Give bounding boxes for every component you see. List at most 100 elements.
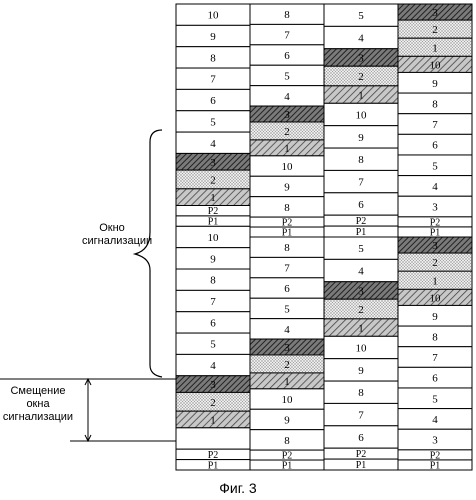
col-1-label-18: 4 [210, 360, 216, 372]
col-4-label-5: 8 [432, 98, 438, 110]
col-1-label-14: 8 [210, 275, 216, 287]
col-2-label-24: P2 [282, 451, 293, 462]
col-3-label-5: 10 [356, 110, 368, 122]
col-3-label-22: P2 [356, 449, 367, 460]
col-2-label-11: P2 [282, 218, 293, 229]
col-4-label-11: P2 [430, 217, 441, 228]
window-bracket [132, 129, 163, 378]
col-2-label-14: 7 [284, 263, 290, 275]
col-4-label-4: 9 [432, 78, 438, 90]
col-4-label-14: 2 [432, 257, 438, 269]
col-2-label-16: 5 [284, 303, 290, 315]
figure-caption: Фиг. 3 [219, 480, 257, 496]
col-1-label-6: 4 [210, 138, 216, 150]
col-4-label-3: 10 [430, 59, 442, 71]
col-2-label-13: 8 [284, 242, 290, 254]
col-3-label-14: 3 [358, 285, 364, 297]
col-4-label-12: P1 [430, 227, 441, 238]
col-1-label-16: 6 [210, 317, 216, 329]
col-1-label-11: P1 [208, 217, 219, 228]
col-4-label-25: P1 [430, 460, 441, 471]
col-2-label-18: 3 [284, 342, 290, 354]
col-3-label-4: 1 [358, 90, 364, 102]
col-2-label-2: 6 [284, 50, 290, 62]
col-4-label-20: 6 [432, 373, 438, 385]
col-1-label-0: 10 [208, 10, 220, 22]
col-4-label-9: 4 [432, 181, 438, 193]
col-2-label-3: 5 [284, 70, 290, 82]
col-1-label-24: P1 [208, 460, 219, 471]
col-1-label-19: 3 [210, 379, 216, 391]
col-4-label-17: 9 [432, 311, 438, 323]
col-4-label-15: 1 [432, 275, 438, 287]
col-1-label-23: P2 [208, 450, 219, 461]
col-3-label-0: 5 [358, 10, 364, 22]
col-1-label-9: 1 [210, 192, 216, 204]
offset-label: Смещение окна сигнализации [2, 385, 74, 423]
col-2-label-7: 1 [284, 143, 290, 155]
col-2-label-9: 9 [284, 181, 290, 193]
col-4-label-22: 4 [432, 414, 438, 426]
col-1-label-2: 8 [210, 52, 216, 64]
col-3-label-18: 9 [358, 365, 364, 377]
col-4-label-2: 1 [432, 42, 438, 54]
col-3-label-8: 7 [358, 177, 364, 189]
col-3-label-11: P1 [356, 227, 367, 238]
col-2-label-22: 9 [284, 414, 290, 426]
col-4-label-24: P2 [430, 450, 441, 461]
col-4-label-6: 7 [432, 119, 438, 131]
col-4-label-8: 5 [432, 160, 438, 172]
col-4-label-13: 3 [432, 240, 438, 252]
col-3-label-15: 2 [358, 304, 364, 316]
col-3-label-2: 3 [358, 52, 364, 64]
col-2-label-12: P1 [282, 228, 293, 239]
col-2-label-21: 10 [282, 394, 294, 406]
col-4-label-0: 3 [432, 7, 438, 19]
col-1-label-13: 9 [210, 253, 216, 265]
col-2-label-4: 4 [284, 91, 290, 103]
col-3-label-21: 6 [358, 432, 364, 444]
col-2-label-10: 8 [284, 202, 290, 214]
col-3-label-7: 8 [358, 154, 364, 166]
col-3-label-12: 5 [358, 243, 364, 255]
col-3-label-20: 7 [358, 410, 364, 422]
col-2-label-17: 4 [284, 324, 290, 336]
col-1-label-12: 10 [208, 232, 220, 244]
col-4-label-7: 6 [432, 140, 438, 152]
col-1-label-1: 9 [210, 31, 216, 43]
col-1-label-8: 2 [210, 174, 216, 186]
col-1-label-3: 7 [210, 74, 216, 86]
col-1-label-15: 7 [210, 296, 216, 308]
col-2-label-5: 3 [284, 109, 290, 121]
col-4-label-1: 2 [432, 24, 438, 36]
col-2-label-25: P1 [282, 461, 293, 472]
col-2-label-19: 2 [284, 359, 290, 371]
col-2-label-0: 8 [284, 9, 290, 21]
col-3-label-17: 10 [356, 343, 368, 355]
col-1-label-20: 2 [210, 397, 216, 409]
col-1-label-10: P2 [208, 206, 219, 217]
col-4-label-19: 7 [432, 352, 438, 364]
window-label: Окно сигнализации [82, 222, 153, 247]
col-2-label-1: 7 [284, 30, 290, 42]
col-4-cell-25 [397, 459, 473, 471]
col-2-label-8: 10 [282, 161, 294, 173]
col-3-label-1: 4 [358, 33, 364, 45]
col-4-label-16: 10 [430, 292, 442, 304]
col-2-label-15: 6 [284, 283, 290, 295]
col-3-label-6: 9 [358, 132, 364, 144]
col-3-label-19: 8 [358, 387, 364, 399]
col-2-label-23: 8 [284, 435, 290, 447]
col-1-label-5: 5 [210, 116, 216, 128]
col-3-label-23: P1 [356, 460, 367, 471]
col-3-label-16: 1 [358, 323, 364, 335]
col-4-label-23: 3 [432, 435, 438, 447]
col-1-label-17: 5 [210, 339, 216, 351]
col-2-label-6: 2 [284, 126, 290, 138]
col-4-label-10: 3 [432, 202, 438, 214]
col-1-label-7: 3 [210, 157, 216, 169]
col-1-label-21: 1 [210, 414, 216, 426]
col-3-label-9: 6 [358, 199, 364, 211]
col-3-label-3: 2 [358, 71, 364, 83]
